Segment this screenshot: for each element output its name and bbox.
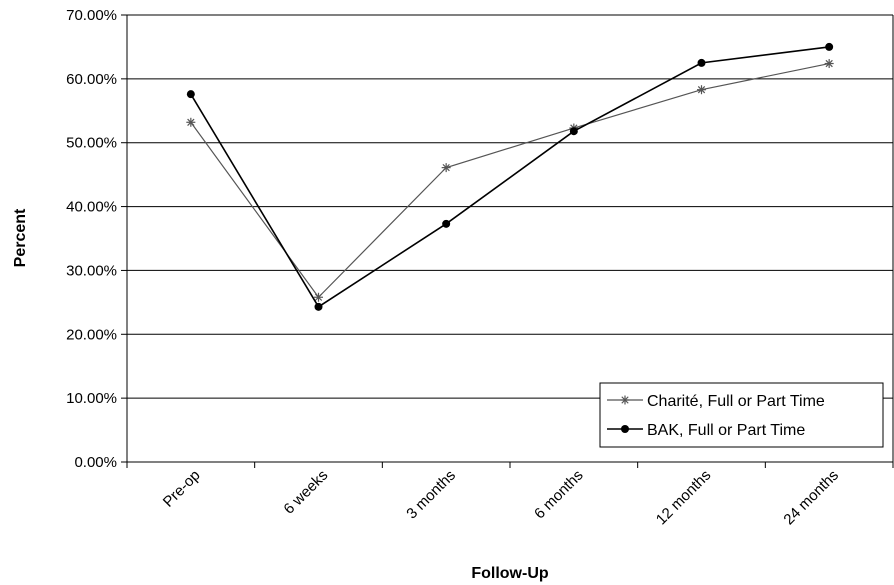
series-line — [190, 62, 830, 299]
y-ticks: 0.00% 10.00% 20.00% 30.00% 40.00% 50.00% 60.00… — [66, 7, 127, 471]
data-point — [186, 90, 195, 99]
x-tick-label: 3 months — [403, 467, 459, 523]
y-tick-label: 20.00% — [66, 326, 117, 343]
data-point — [442, 219, 451, 228]
y-tick-label: 10.00% — [66, 390, 117, 407]
data-point — [697, 85, 706, 95]
y-axis-title: Percent — [12, 208, 29, 267]
data-point — [824, 59, 834, 69]
data-point — [569, 127, 578, 136]
x-tick-label: 6 months — [531, 467, 587, 523]
data-point — [441, 163, 451, 173]
legend-box — [599, 382, 884, 448]
legend: Charité, Full or Part Time BAK, Full or P… — [599, 382, 884, 448]
data-point — [186, 117, 196, 127]
y-tick-label: 30.00% — [66, 262, 117, 279]
series-line — [190, 46, 830, 308]
x-ticks: Pre-op 6 weeks 3 months 6 months 12 months 24… — [126, 462, 894, 529]
gridlines — [127, 14, 893, 399]
y-tick-label: 40.00% — [66, 199, 117, 216]
data-point — [825, 42, 834, 51]
series-2 — [186, 42, 834, 311]
legend-item: BAK, Full or Part Time — [607, 422, 805, 439]
legend-label: Charité, Full or Part Time — [647, 393, 825, 410]
y-tick-label: 60.00% — [66, 71, 117, 88]
legend-item: Charité, Full or Part Time — [607, 393, 825, 410]
legend-label: BAK, Full or Part Time — [647, 422, 805, 439]
x-axis-title: Follow-Up — [471, 565, 549, 582]
x-tick-label: 24 months — [780, 467, 842, 529]
y-tick-label: 50.00% — [66, 135, 117, 152]
x-tick-label: 6 weeks — [280, 467, 331, 518]
series-1 — [186, 59, 834, 302]
x-tick-label: Pre-op — [160, 467, 204, 511]
data-point — [620, 395, 630, 405]
data-point — [697, 58, 706, 67]
series — [186, 42, 834, 311]
y-tick-label: 70.00% — [66, 7, 117, 24]
data-point — [314, 302, 323, 311]
y-tick-label: 0.00% — [74, 454, 117, 471]
x-tick-label: 12 months — [653, 467, 715, 529]
data-point — [314, 292, 323, 302]
data-point — [621, 425, 629, 433]
